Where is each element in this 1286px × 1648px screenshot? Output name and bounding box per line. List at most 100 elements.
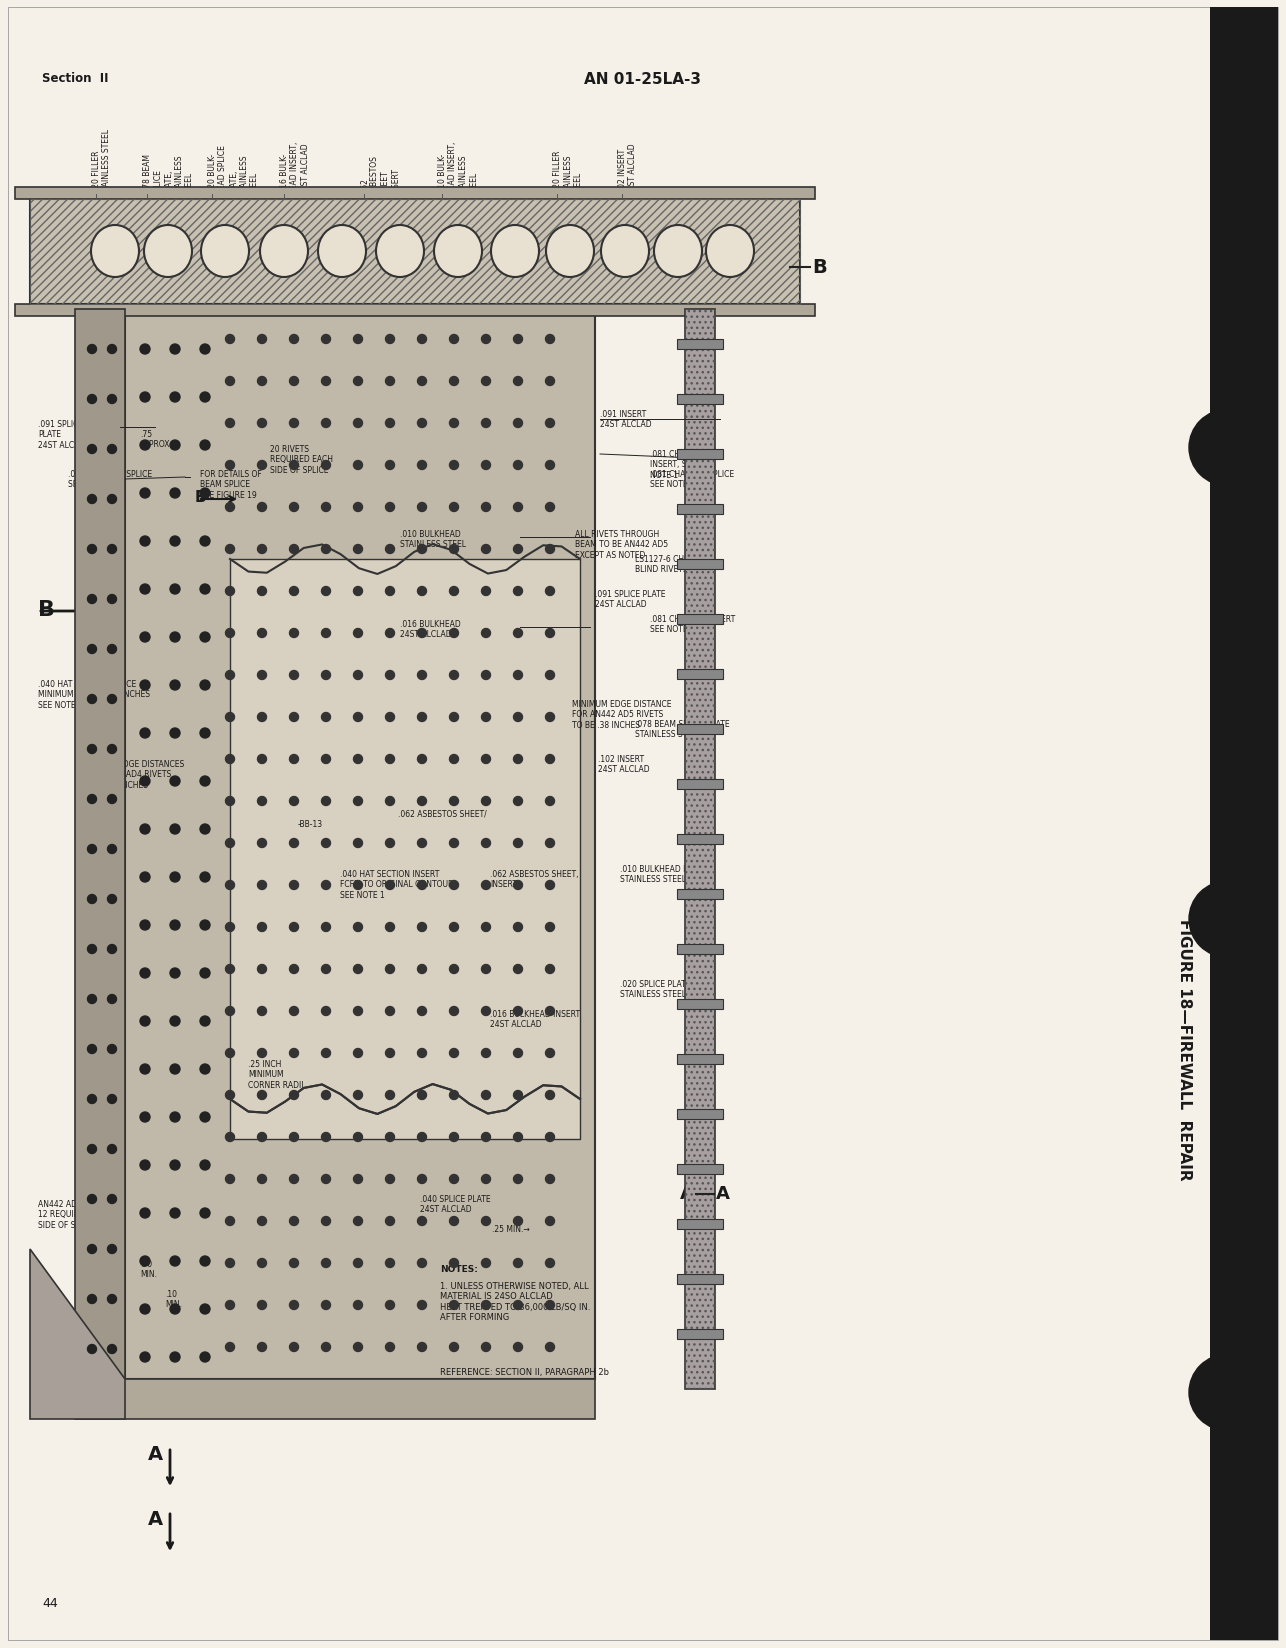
Circle shape (108, 346, 117, 354)
Circle shape (450, 377, 459, 386)
Circle shape (481, 335, 490, 344)
Circle shape (257, 882, 266, 890)
Bar (676, 1163, 723, 1175)
Text: .040 SPLICE PLATE
24ST ALCLAD: .040 SPLICE PLATE 24ST ALCLAD (421, 1195, 491, 1213)
Circle shape (257, 1343, 266, 1351)
Text: 44: 44 (42, 1595, 58, 1608)
Circle shape (450, 839, 459, 849)
Circle shape (170, 824, 180, 834)
Circle shape (257, 1091, 266, 1099)
Circle shape (87, 1295, 96, 1304)
Circle shape (225, 545, 234, 554)
Circle shape (108, 1094, 117, 1104)
Circle shape (322, 1300, 331, 1310)
Circle shape (322, 1132, 331, 1142)
Circle shape (354, 882, 363, 890)
Circle shape (481, 419, 490, 428)
Circle shape (257, 1048, 266, 1058)
Circle shape (513, 966, 522, 974)
Text: .040 HAT SECTION INSERT
FCFM TO ORIGINAL CONTOUR
SEE NOTE 1: .040 HAT SECTION INSERT FCFM TO ORIGINAL… (340, 870, 454, 900)
Circle shape (257, 587, 266, 597)
Circle shape (201, 1208, 210, 1218)
Circle shape (513, 1132, 522, 1142)
Circle shape (513, 630, 522, 638)
Circle shape (322, 419, 331, 428)
Circle shape (418, 1300, 427, 1310)
Circle shape (354, 1216, 363, 1226)
Circle shape (257, 461, 266, 470)
Circle shape (450, 503, 459, 513)
Circle shape (225, 630, 234, 638)
Text: .040 HAT SECTION SPLICE
MINIMUM LENGTH—2 INCHES
SEE NOTE 1: .040 HAT SECTION SPLICE MINIMUM LENGTH—2… (39, 679, 150, 709)
Circle shape (257, 630, 266, 638)
Circle shape (87, 1145, 96, 1154)
Circle shape (418, 714, 427, 722)
Circle shape (513, 671, 522, 681)
Circle shape (450, 335, 459, 344)
Circle shape (513, 1091, 522, 1099)
Circle shape (545, 714, 554, 722)
Circle shape (481, 1007, 490, 1015)
Circle shape (545, 1132, 554, 1142)
Circle shape (87, 995, 96, 1004)
Circle shape (450, 1216, 459, 1226)
Circle shape (481, 839, 490, 849)
Text: Section  II: Section II (42, 73, 108, 86)
Circle shape (354, 335, 363, 344)
Circle shape (545, 923, 554, 931)
Circle shape (140, 1208, 150, 1218)
Circle shape (140, 1160, 150, 1170)
Text: REFERENCE: SECTION II, PARAGRAPH 2b: REFERENCE: SECTION II, PARAGRAPH 2b (440, 1368, 610, 1376)
Ellipse shape (655, 226, 702, 279)
Circle shape (87, 545, 96, 554)
Circle shape (322, 755, 331, 765)
Circle shape (201, 1065, 210, 1074)
Circle shape (170, 585, 180, 595)
Circle shape (87, 794, 96, 804)
Circle shape (450, 419, 459, 428)
Circle shape (386, 335, 395, 344)
Circle shape (418, 1048, 427, 1058)
Circle shape (322, 1048, 331, 1058)
Circle shape (108, 695, 117, 704)
Circle shape (87, 1045, 96, 1053)
Ellipse shape (144, 226, 192, 279)
Circle shape (545, 1048, 554, 1058)
Circle shape (225, 587, 234, 597)
Circle shape (418, 630, 427, 638)
Circle shape (201, 344, 210, 354)
Circle shape (108, 794, 117, 804)
Circle shape (545, 1007, 554, 1015)
Text: .25 MIN.→: .25 MIN.→ (493, 1224, 530, 1233)
Ellipse shape (318, 226, 367, 279)
Text: .016 BULK-
HEAD INSERT,
24ST ALCLAD: .016 BULK- HEAD INSERT, 24ST ALCLAD (280, 142, 310, 194)
Circle shape (354, 1300, 363, 1310)
Circle shape (481, 755, 490, 765)
Circle shape (513, 461, 522, 470)
Circle shape (481, 630, 490, 638)
Circle shape (201, 585, 210, 595)
Circle shape (257, 966, 266, 974)
Circle shape (386, 1216, 395, 1226)
Circle shape (140, 776, 150, 786)
Circle shape (386, 545, 395, 554)
Circle shape (322, 1343, 331, 1351)
Circle shape (257, 1132, 266, 1142)
Ellipse shape (433, 226, 482, 279)
Circle shape (513, 798, 522, 806)
Circle shape (108, 1345, 117, 1353)
Circle shape (87, 944, 96, 954)
Text: MINIMUM EDGE DISTANCES
FOR AN442 AD4 RIVETS
TO BE .25 INCHES: MINIMUM EDGE DISTANCES FOR AN442 AD4 RIV… (80, 760, 184, 789)
Circle shape (140, 728, 150, 738)
Circle shape (225, 503, 234, 513)
Circle shape (170, 969, 180, 979)
Circle shape (225, 714, 234, 722)
Circle shape (481, 587, 490, 597)
Circle shape (354, 755, 363, 765)
Circle shape (322, 882, 331, 890)
Circle shape (201, 824, 210, 834)
Circle shape (545, 1091, 554, 1099)
Circle shape (545, 503, 554, 513)
Circle shape (545, 966, 554, 974)
Circle shape (108, 995, 117, 1004)
